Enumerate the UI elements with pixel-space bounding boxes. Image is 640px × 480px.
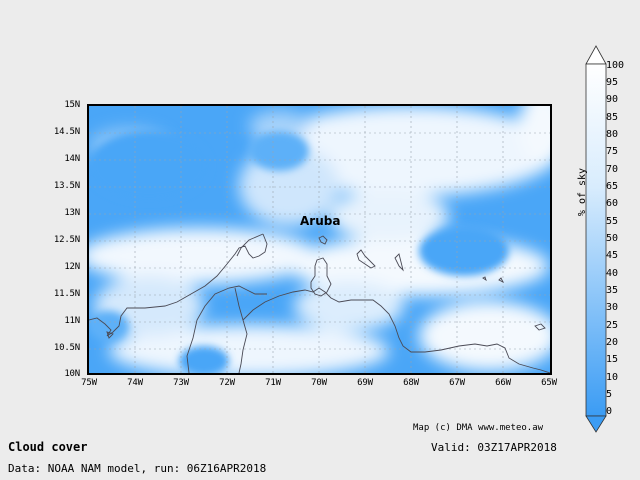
legend-tick-65: 65 bbox=[606, 181, 619, 192]
legend-tick-85: 85 bbox=[606, 112, 619, 123]
lon-label-72w: 72W bbox=[219, 378, 235, 388]
legend-tick-10: 10 bbox=[606, 372, 619, 383]
lon-label-73w: 73W bbox=[173, 378, 189, 388]
lat-label-13-5n: 13.5N bbox=[53, 181, 80, 191]
lon-label-65w: 65W bbox=[541, 378, 557, 388]
grid-lines bbox=[89, 106, 550, 373]
lon-label-68w: 68W bbox=[403, 378, 419, 388]
legend-tick-80: 80 bbox=[606, 129, 619, 140]
lat-label-14n: 14N bbox=[64, 154, 80, 164]
lon-label-71w: 71W bbox=[265, 378, 281, 388]
map-credit: Map (c) DMA www.meteo.aw bbox=[413, 423, 544, 433]
legend-top-arrow bbox=[585, 45, 607, 65]
legend-unit-label: % of sky bbox=[577, 167, 588, 217]
color-legend-bar bbox=[585, 45, 607, 433]
lon-label-75w: 75W bbox=[81, 378, 97, 388]
legend-tick-40: 40 bbox=[606, 268, 619, 279]
chart-title: Cloud cover bbox=[8, 440, 88, 454]
legend-tick-50: 50 bbox=[606, 233, 619, 244]
legend-gradient bbox=[585, 63, 607, 417]
legend-tick-20: 20 bbox=[606, 337, 619, 348]
cloud-cover-map bbox=[89, 106, 550, 373]
map-panel bbox=[87, 104, 552, 375]
legend-tick-55: 55 bbox=[606, 216, 619, 227]
lon-label-69w: 69W bbox=[357, 378, 373, 388]
lon-label-66w: 66W bbox=[495, 378, 511, 388]
legend-tick-30: 30 bbox=[606, 302, 619, 313]
lat-label-10-5n: 10.5N bbox=[53, 343, 80, 353]
coastlines bbox=[89, 233, 550, 373]
legend-tick-90: 90 bbox=[606, 94, 619, 105]
legend-tick-100: 100 bbox=[606, 60, 625, 71]
lat-label-12-5n: 12.5N bbox=[53, 235, 80, 245]
legend-tick-15: 15 bbox=[606, 354, 619, 365]
legend-bottom-arrow bbox=[585, 415, 607, 433]
lat-label-11-5n: 11.5N bbox=[53, 289, 80, 299]
legend-tick-95: 95 bbox=[606, 77, 619, 88]
lon-label-67w: 67W bbox=[449, 378, 465, 388]
legend-tick-60: 60 bbox=[606, 198, 619, 209]
legend-tick-75: 75 bbox=[606, 146, 619, 157]
lat-label-13n: 13N bbox=[64, 208, 80, 218]
dense-clear-layer bbox=[89, 131, 509, 373]
legend-tick-35: 35 bbox=[606, 285, 619, 296]
lat-label-14-5n: 14.5N bbox=[53, 127, 80, 137]
legend-tick-0: 0 bbox=[606, 406, 613, 417]
place-label-aruba: Aruba bbox=[300, 214, 341, 228]
data-source: Data: NOAA NAM model, run: 06Z16APR2018 bbox=[8, 462, 267, 475]
lat-label-15n: 15N bbox=[64, 100, 80, 110]
legend-tick-45: 45 bbox=[606, 250, 619, 261]
lon-label-70w: 70W bbox=[311, 378, 327, 388]
lat-label-10n: 10N bbox=[64, 369, 80, 379]
valid-time: Valid: 03Z17APR2018 bbox=[431, 441, 557, 454]
legend-tick-25: 25 bbox=[606, 320, 619, 331]
lon-label-74w: 74W bbox=[127, 378, 143, 388]
lat-label-11n: 11N bbox=[64, 316, 80, 326]
legend-tick-5: 5 bbox=[606, 389, 613, 400]
legend-tick-70: 70 bbox=[606, 164, 619, 175]
lat-label-12n: 12N bbox=[64, 262, 80, 272]
